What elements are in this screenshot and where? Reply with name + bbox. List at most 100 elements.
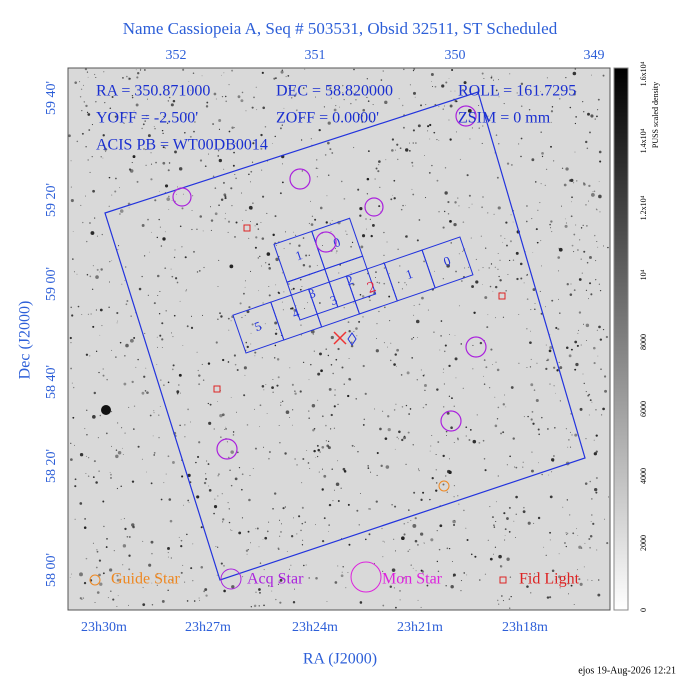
star bbox=[82, 597, 85, 599]
star bbox=[135, 366, 137, 368]
star bbox=[156, 363, 158, 365]
star bbox=[275, 257, 279, 262]
star bbox=[595, 278, 597, 281]
star bbox=[327, 121, 331, 125]
star bbox=[392, 194, 394, 196]
star bbox=[378, 205, 381, 208]
star bbox=[382, 570, 384, 572]
star bbox=[154, 199, 157, 202]
star bbox=[565, 77, 567, 79]
star bbox=[112, 598, 115, 601]
star bbox=[603, 245, 604, 247]
star bbox=[342, 467, 346, 471]
chip-label: 0 bbox=[441, 253, 452, 269]
star bbox=[606, 542, 609, 545]
star bbox=[73, 444, 75, 446]
star bbox=[358, 524, 360, 526]
star bbox=[259, 255, 261, 258]
star bbox=[294, 392, 297, 395]
star bbox=[330, 413, 333, 417]
star bbox=[340, 487, 342, 489]
star bbox=[248, 237, 250, 239]
star bbox=[205, 594, 208, 597]
fid-lights bbox=[213, 224, 506, 393]
star bbox=[595, 477, 598, 480]
star bbox=[218, 158, 223, 163]
star bbox=[142, 586, 144, 589]
star bbox=[234, 142, 236, 144]
star bbox=[244, 280, 246, 282]
star bbox=[531, 451, 533, 453]
star bbox=[384, 437, 388, 440]
footer: ejos 19-Aug-2026 12:21 bbox=[578, 665, 676, 676]
star bbox=[526, 205, 528, 207]
star bbox=[583, 250, 586, 253]
star bbox=[244, 374, 246, 376]
star bbox=[575, 116, 577, 118]
star bbox=[205, 105, 209, 108]
star bbox=[72, 416, 75, 419]
star bbox=[337, 403, 339, 405]
star bbox=[593, 439, 595, 441]
star bbox=[295, 234, 297, 236]
star bbox=[323, 106, 326, 108]
star bbox=[365, 538, 367, 541]
star bbox=[596, 115, 598, 118]
star bbox=[213, 512, 215, 515]
star bbox=[444, 350, 446, 353]
star bbox=[454, 99, 457, 103]
star bbox=[95, 350, 98, 353]
star bbox=[329, 428, 332, 430]
star bbox=[589, 282, 592, 285]
star bbox=[404, 282, 406, 284]
star bbox=[173, 314, 176, 317]
star bbox=[317, 448, 321, 452]
star bbox=[575, 224, 577, 226]
star bbox=[591, 514, 593, 516]
star bbox=[513, 520, 515, 522]
star bbox=[98, 559, 102, 562]
star bbox=[591, 401, 593, 403]
star bbox=[564, 218, 566, 220]
star bbox=[526, 298, 529, 300]
star bbox=[548, 349, 552, 353]
star bbox=[144, 69, 146, 71]
star bbox=[443, 383, 445, 385]
star bbox=[146, 471, 147, 473]
star bbox=[468, 194, 471, 197]
star bbox=[403, 577, 405, 579]
star bbox=[84, 428, 86, 430]
star bbox=[82, 221, 84, 224]
star bbox=[159, 334, 162, 337]
star bbox=[574, 368, 577, 371]
star bbox=[502, 316, 505, 318]
star bbox=[417, 337, 418, 338]
star bbox=[445, 585, 447, 587]
star bbox=[126, 75, 128, 78]
star bbox=[581, 547, 583, 549]
star bbox=[144, 390, 147, 392]
star bbox=[335, 252, 337, 254]
star bbox=[380, 464, 383, 468]
star bbox=[532, 422, 535, 425]
star bbox=[99, 414, 102, 417]
star bbox=[494, 396, 496, 398]
star bbox=[572, 532, 575, 535]
star bbox=[153, 410, 155, 412]
star bbox=[358, 320, 361, 323]
star bbox=[323, 517, 326, 520]
star bbox=[369, 508, 371, 510]
star bbox=[380, 79, 383, 81]
star bbox=[141, 458, 143, 460]
star bbox=[330, 335, 334, 340]
star bbox=[260, 222, 262, 223]
star bbox=[162, 132, 164, 135]
star bbox=[493, 526, 496, 528]
star bbox=[463, 572, 465, 574]
star bbox=[423, 543, 425, 544]
star bbox=[551, 459, 555, 462]
star bbox=[108, 281, 111, 283]
star bbox=[527, 273, 529, 275]
